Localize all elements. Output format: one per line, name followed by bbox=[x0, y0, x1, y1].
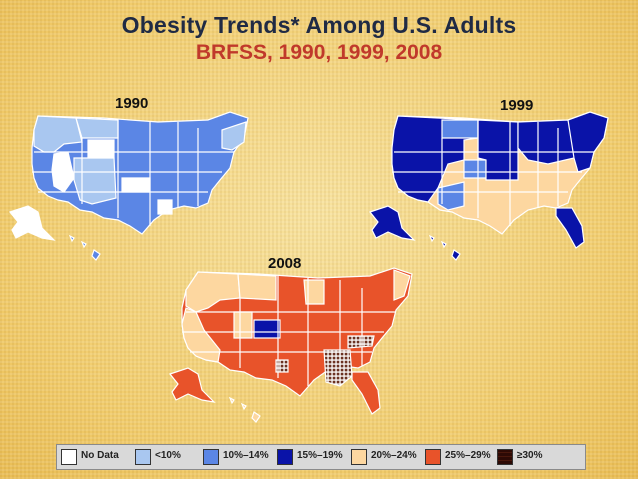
alaska-2008 bbox=[168, 367, 216, 403]
hawaii-1990 bbox=[68, 234, 101, 261]
legend-label-lt10: <10% bbox=[155, 450, 181, 461]
slide-title: Obesity Trends* Among U.S. Adults bbox=[121, 12, 517, 38]
utah-light bbox=[233, 311, 253, 339]
alaska-1999 bbox=[368, 205, 416, 241]
map-1990 bbox=[8, 111, 249, 261]
year-label-1999: 1999 bbox=[500, 97, 534, 114]
south-dark bbox=[323, 349, 353, 387]
hawaii-2008 bbox=[228, 396, 261, 423]
legend-label-10-14: 10%–14% bbox=[223, 450, 269, 461]
mountain-light bbox=[73, 157, 117, 205]
colorado-mid-2008 bbox=[253, 319, 281, 339]
year-label-1990: 1990 bbox=[115, 95, 149, 112]
legend-swatch-15-19 bbox=[277, 449, 293, 465]
hawaii-1999 bbox=[428, 234, 461, 261]
legend-swatch-no-data bbox=[61, 449, 77, 465]
florida-dark bbox=[555, 207, 585, 249]
legend-label-25-29: 25%–29% bbox=[445, 450, 491, 461]
colorado-mid bbox=[463, 159, 487, 179]
southwest-mid bbox=[437, 181, 465, 211]
slide-subtitle: BRFSS, 1990, 1999, 2008 bbox=[195, 41, 443, 64]
northeast-light-2008 bbox=[393, 269, 411, 301]
california-light bbox=[181, 307, 221, 363]
oklahoma-dark bbox=[275, 359, 289, 373]
legend-label-15-19: 15%–19% bbox=[297, 450, 343, 461]
year-label-2008: 2008 bbox=[268, 255, 302, 272]
northeast-light bbox=[221, 121, 247, 151]
legend-label-20-24: 20%–24% bbox=[371, 450, 417, 461]
gridlines-1999 bbox=[392, 120, 594, 226]
legend-label-gte30: ≥30% bbox=[517, 450, 543, 461]
florida-2008 bbox=[351, 371, 381, 415]
minnesota-light bbox=[303, 279, 325, 305]
tennessee-dark bbox=[347, 335, 375, 349]
montana-mid bbox=[441, 119, 479, 139]
gridlines-2008 bbox=[182, 276, 396, 386]
legend-swatch-10-14 bbox=[203, 449, 219, 465]
legend: No Data <10% 10%–14% 15%–19% 20%–24% 25%… bbox=[56, 444, 586, 470]
legend-swatch-gte30 bbox=[497, 449, 513, 465]
gridlines-1990 bbox=[32, 120, 234, 226]
legend-swatch-lt10 bbox=[135, 449, 151, 465]
alaska-1990 bbox=[8, 205, 56, 241]
montana-light bbox=[75, 117, 119, 139]
wyoming-nodata bbox=[87, 139, 115, 159]
map-1999 bbox=[368, 111, 609, 261]
legend-swatch-25-29 bbox=[425, 449, 441, 465]
map-2008 bbox=[168, 267, 413, 423]
montana-light-2008 bbox=[237, 273, 277, 301]
legend-swatch-20-24 bbox=[351, 449, 367, 465]
legend-label-no-data: No Data bbox=[81, 450, 119, 461]
us-mainland-1990 bbox=[31, 111, 249, 235]
kansas-nodata bbox=[121, 177, 151, 193]
arkansas-nodata bbox=[157, 199, 173, 215]
